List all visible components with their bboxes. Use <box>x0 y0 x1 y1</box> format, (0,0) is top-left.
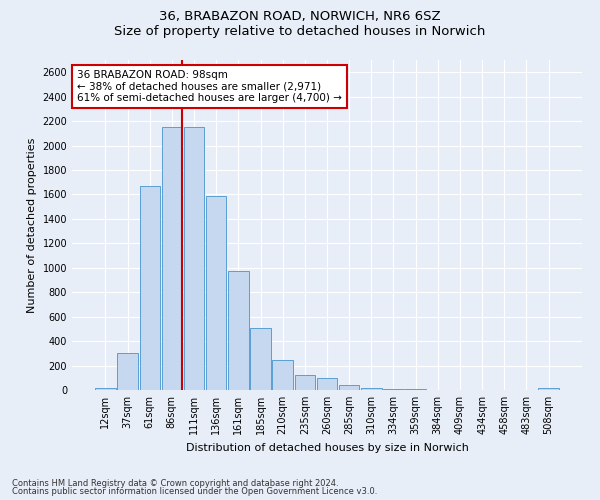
Bar <box>140 186 160 390</box>
Bar <box>95 388 116 390</box>
Bar <box>184 127 204 390</box>
Bar <box>295 376 315 390</box>
Bar <box>272 360 293 390</box>
Text: 36, BRABAZON ROAD, NORWICH, NR6 6SZ
Size of property relative to detached houses: 36, BRABAZON ROAD, NORWICH, NR6 6SZ Size… <box>115 10 485 38</box>
Text: Contains HM Land Registry data © Crown copyright and database right 2024.: Contains HM Land Registry data © Crown c… <box>12 478 338 488</box>
Bar <box>161 127 182 390</box>
Bar <box>250 328 271 390</box>
X-axis label: Distribution of detached houses by size in Norwich: Distribution of detached houses by size … <box>185 442 469 452</box>
Bar <box>228 272 248 390</box>
Text: Contains public sector information licensed under the Open Government Licence v3: Contains public sector information licen… <box>12 487 377 496</box>
Text: 36 BRABAZON ROAD: 98sqm
← 38% of detached houses are smaller (2,971)
61% of semi: 36 BRABAZON ROAD: 98sqm ← 38% of detache… <box>77 70 342 103</box>
Bar <box>339 385 359 390</box>
Bar <box>206 196 226 390</box>
Y-axis label: Number of detached properties: Number of detached properties <box>27 138 37 312</box>
Bar <box>538 388 559 390</box>
Bar <box>118 354 138 390</box>
Bar <box>317 378 337 390</box>
Bar <box>361 388 382 390</box>
